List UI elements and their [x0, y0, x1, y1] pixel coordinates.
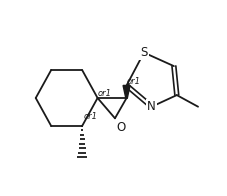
Text: O: O: [116, 122, 125, 134]
Text: or1: or1: [84, 112, 98, 121]
Polygon shape: [123, 85, 129, 98]
Text: or1: or1: [126, 77, 140, 86]
Text: S: S: [140, 46, 147, 59]
Text: or1: or1: [97, 89, 111, 98]
Text: N: N: [147, 100, 155, 113]
